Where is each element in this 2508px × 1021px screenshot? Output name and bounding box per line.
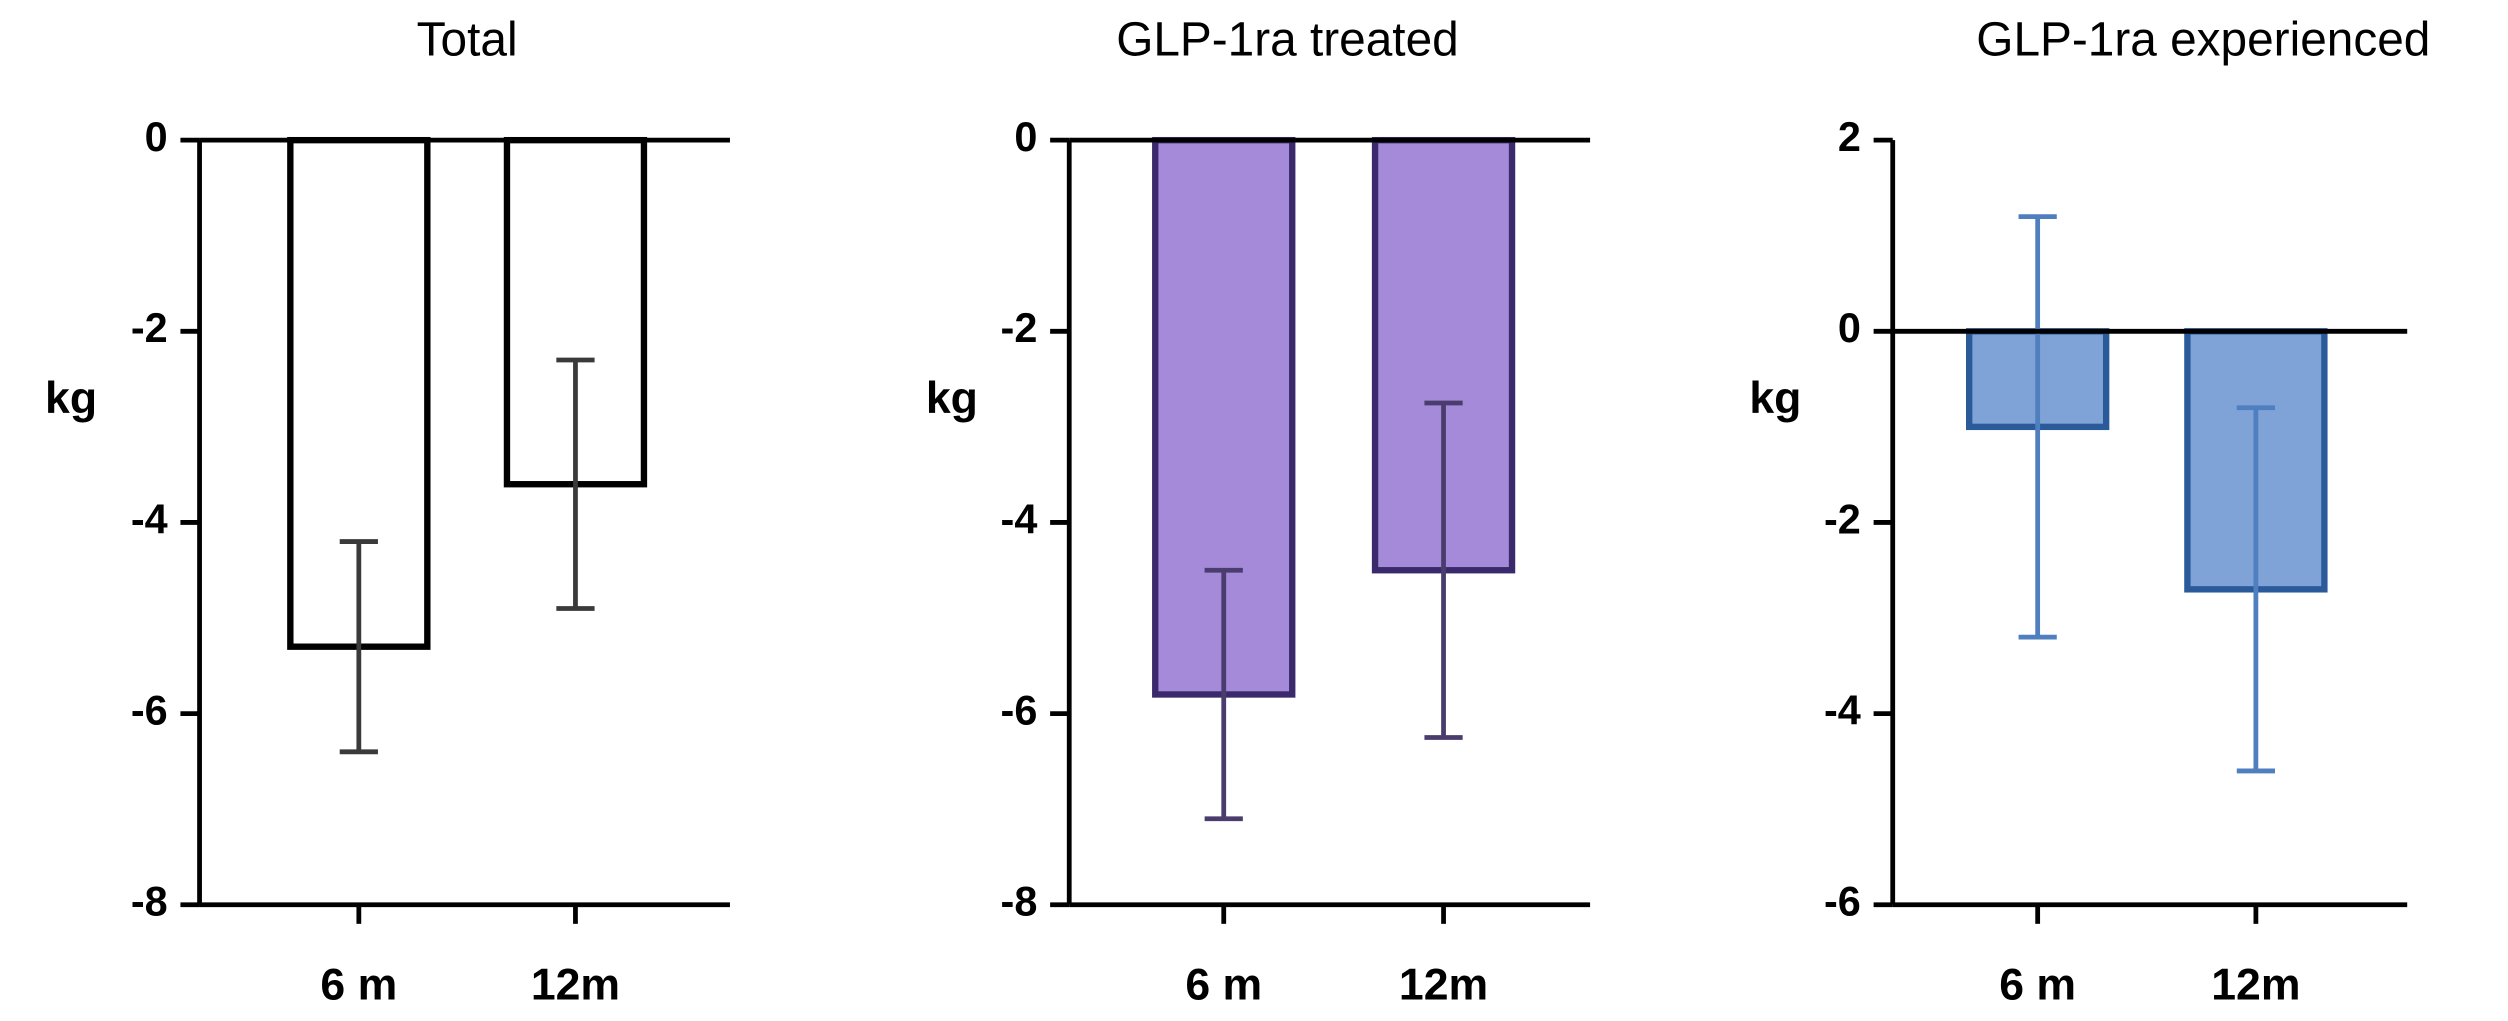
y-tick-label: -4 — [131, 496, 168, 542]
chart-title: GLP-1ra experienced — [1976, 14, 2430, 67]
y-tick-label: -8 — [131, 879, 168, 925]
y-tick-label: -4 — [1824, 688, 1861, 734]
chart-panel: GLP-1ra experienced kg -6 -4 -2 0 2 6 m 12m — [1749, 14, 2430, 1010]
x-tick-label: 12m — [1399, 960, 1488, 1009]
x-tick-label: 12m — [531, 960, 620, 1009]
chart-panel: Total kg -8 -6 -4 -2 0 6 m 12m — [45, 14, 730, 1009]
y-tick-label: 0 — [145, 114, 168, 160]
y-axis-label: kg — [45, 374, 97, 423]
x-tick-label: 6 m — [320, 960, 397, 1009]
y-tick-label: 2 — [1838, 114, 1861, 160]
y-tick-label: -2 — [131, 305, 168, 351]
chart-title: GLP-1ra treated — [1116, 14, 1459, 67]
y-tick-label: 0 — [1014, 114, 1037, 160]
y-tick-label: -6 — [1824, 879, 1861, 925]
y-tick-label: -6 — [1001, 688, 1038, 734]
y-tick-label: -8 — [1001, 879, 1038, 925]
y-axis-label: kg — [926, 374, 978, 423]
x-tick-label: 12m — [2211, 960, 2300, 1009]
y-tick-label: -6 — [131, 688, 168, 734]
x-tick-label: 6 m — [1999, 960, 2076, 1009]
chart-title: Total — [417, 14, 518, 67]
y-tick-label: -2 — [1824, 496, 1861, 542]
chart-panel: GLP-1ra treated kg -8 -6 -4 -2 0 6 m 12m — [926, 14, 1591, 1009]
y-tick-label: 0 — [1838, 305, 1861, 351]
y-tick-label: -2 — [1001, 305, 1038, 351]
y-tick-label: -4 — [1001, 496, 1038, 542]
y-axis-label: kg — [1749, 374, 1801, 423]
x-tick-label: 6 m — [1185, 960, 1262, 1009]
